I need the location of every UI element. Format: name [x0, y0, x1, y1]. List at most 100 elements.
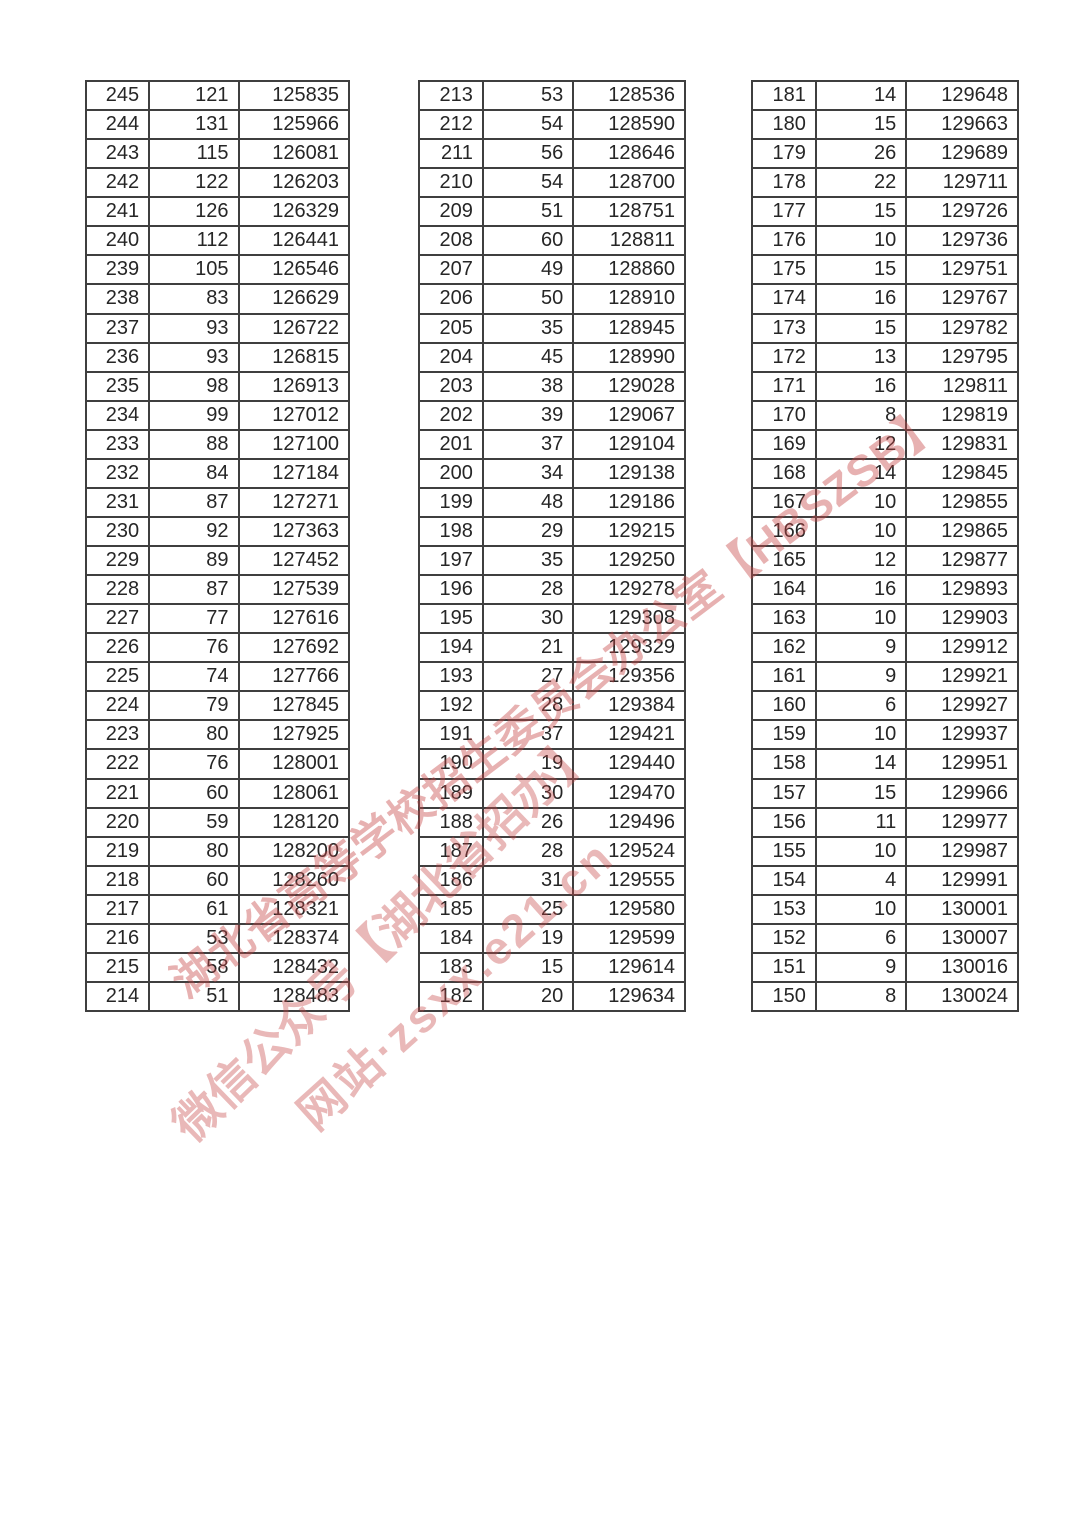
table-row: 223 80 127925 [84, 719, 351, 751]
count-cell: 15 [481, 951, 575, 983]
table-row: 239 105 126546 [84, 254, 351, 286]
score-table-left: 245 121 125835 244 131 125966 243 115 126081 242 1… [84, 79, 351, 1013]
cumulative-cell: 129819 [905, 399, 1019, 431]
table-row: 221 60 128061 [84, 777, 351, 809]
score-table-middle: 213 53 128536 212 54 128590 211 56 128646 210 54 12… [418, 79, 686, 1013]
count-cell: 51 [481, 196, 575, 228]
cumulative-cell: 129329 [572, 632, 686, 664]
count-cell: 76 [148, 748, 240, 780]
cumulative-cell: 127100 [237, 428, 351, 460]
count-cell: 122 [148, 167, 240, 199]
count-cell: 58 [148, 951, 240, 983]
cumulative-cell: 126546 [237, 254, 351, 286]
score-cell: 225 [84, 661, 151, 693]
score-cell: 161 [751, 661, 817, 693]
table-row: 241 126 126329 [84, 196, 351, 228]
cumulative-cell: 127012 [237, 399, 351, 431]
cumulative-cell: 126629 [237, 283, 351, 315]
count-cell: 83 [148, 283, 240, 315]
cumulative-cell: 129067 [572, 399, 686, 431]
cumulative-cell: 126722 [237, 312, 351, 344]
count-cell: 59 [148, 806, 240, 838]
score-cell: 235 [84, 370, 151, 402]
table-row: 153 10 130001 [751, 893, 1019, 925]
cumulative-cell: 130016 [905, 951, 1019, 983]
cumulative-cell: 128260 [237, 864, 351, 896]
count-cell: 37 [481, 719, 575, 751]
table-row: 218 60 128260 [84, 864, 351, 896]
count-cell: 25 [481, 893, 575, 925]
count-cell: 15 [814, 254, 908, 286]
table-row: 231 87 127271 [84, 486, 351, 518]
score-cell: 151 [751, 951, 817, 983]
score-cell: 177 [751, 196, 817, 228]
count-cell: 12 [814, 544, 908, 577]
count-cell: 10 [814, 225, 908, 257]
cumulative-cell: 129893 [905, 574, 1019, 606]
score-cell: 220 [84, 806, 151, 838]
score-cell: 170 [751, 399, 817, 431]
table-row: 197 35 129250 [418, 544, 686, 577]
table-row: 230 92 127363 [84, 515, 351, 548]
score-cell: 182 [418, 980, 484, 1013]
cumulative-cell: 127766 [237, 661, 351, 693]
cumulative-cell: 129663 [905, 109, 1019, 141]
score-cell: 172 [751, 341, 817, 373]
score-cell: 208 [418, 225, 484, 257]
count-cell: 10 [814, 719, 908, 751]
score-cell: 216 [84, 922, 151, 954]
cumulative-cell: 129648 [905, 79, 1019, 112]
cumulative-cell: 129921 [905, 661, 1019, 693]
cumulative-cell: 125835 [237, 79, 351, 112]
count-cell: 53 [148, 922, 240, 954]
table-row: 187 28 129524 [418, 835, 686, 867]
score-cell: 203 [418, 370, 484, 402]
table-row: 222 76 128001 [84, 748, 351, 780]
count-cell: 80 [148, 719, 240, 751]
count-cell: 74 [148, 661, 240, 693]
cumulative-cell: 129421 [572, 719, 686, 751]
score-cell: 154 [751, 864, 817, 896]
count-cell: 60 [148, 864, 240, 896]
score-cell: 210 [418, 167, 484, 199]
table-row: 238 83 126629 [84, 283, 351, 315]
count-cell: 88 [148, 428, 240, 460]
table-row: 160 6 129927 [751, 690, 1019, 722]
score-cell: 150 [751, 980, 817, 1013]
cumulative-cell: 126329 [237, 196, 351, 228]
cumulative-cell: 129903 [905, 603, 1019, 635]
count-cell: 8 [814, 980, 908, 1013]
count-cell: 93 [148, 341, 240, 373]
score-cell: 194 [418, 632, 484, 664]
score-cell: 199 [418, 486, 484, 518]
count-cell: 53 [481, 79, 575, 112]
table-row: 236 93 126815 [84, 341, 351, 373]
table-row: 240 112 126441 [84, 225, 351, 257]
cumulative-cell: 129927 [905, 690, 1019, 722]
score-cell: 164 [751, 574, 817, 606]
cumulative-cell: 127184 [237, 457, 351, 489]
score-cell: 169 [751, 428, 817, 460]
count-cell: 87 [148, 574, 240, 606]
table-row: 167 10 129855 [751, 486, 1019, 518]
count-cell: 131 [148, 109, 240, 141]
table-row: 150 8 130024 [751, 980, 1019, 1013]
cumulative-cell: 128590 [572, 109, 686, 141]
table-row: 206 50 128910 [418, 283, 686, 315]
table-row: 175 15 129751 [751, 254, 1019, 286]
score-cell: 160 [751, 690, 817, 722]
cumulative-cell: 128483 [237, 980, 351, 1013]
cumulative-cell: 128910 [572, 283, 686, 315]
table-row: 225 74 127766 [84, 661, 351, 693]
table-row: 168 14 129845 [751, 457, 1019, 489]
score-cell: 206 [418, 283, 484, 315]
score-cell: 213 [418, 79, 484, 112]
table-row: 179 26 129689 [751, 138, 1019, 170]
count-cell: 37 [481, 428, 575, 460]
count-cell: 12 [814, 428, 908, 460]
score-cell: 205 [418, 312, 484, 344]
count-cell: 48 [481, 486, 575, 518]
count-cell: 19 [481, 748, 575, 780]
count-cell: 22 [814, 167, 908, 199]
count-cell: 87 [148, 486, 240, 518]
